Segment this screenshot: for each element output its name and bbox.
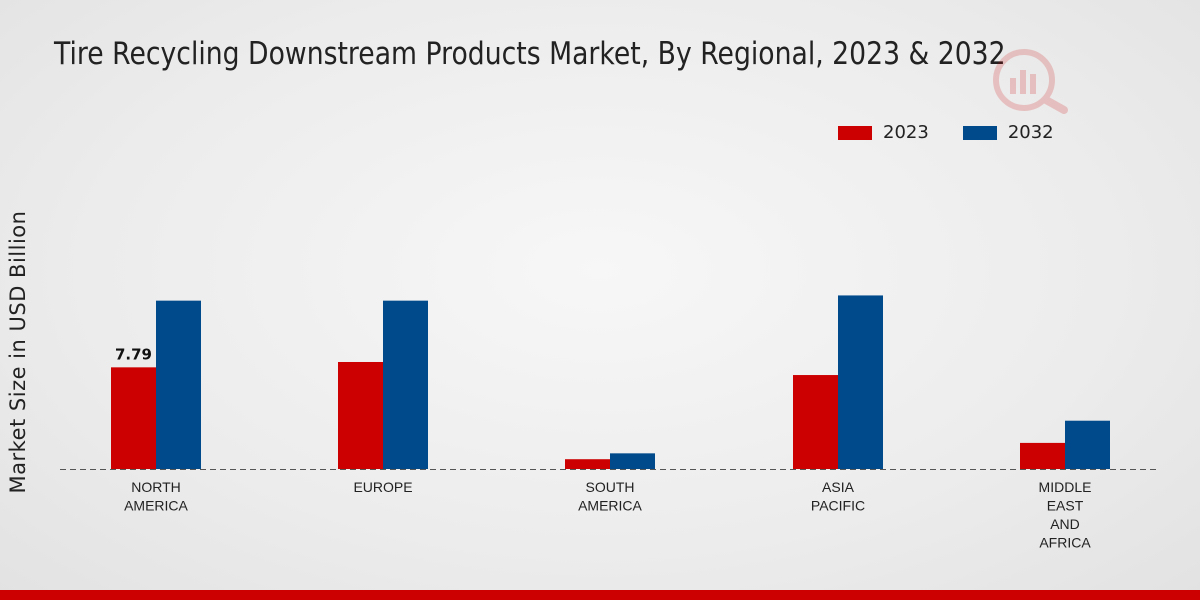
x-tick-label: SOUTH AMERICA [578,479,642,514]
bar-2023-europe [338,361,383,469]
watermark-logo-icon [988,44,1072,118]
x-tick-label: NORTH AMERICA [124,479,188,514]
bar-2032-middle-east-and-africa [1065,420,1110,469]
bar-2023-middle-east-and-africa [1020,442,1065,469]
bar-2023-south-america [565,459,610,469]
bar-2032-europe [383,300,428,469]
bar-2032-south-america [610,453,655,469]
chart-legend: 2023 2032 [838,122,1088,143]
legend-swatch-2023 [838,125,872,140]
data-label: 7.79 [115,345,152,363]
legend-label-2032: 2032 [1007,122,1054,143]
bar-2032-north-america [156,300,201,469]
bar-2032-asia-pacific [838,295,883,469]
x-tick-label: ASIA PACIFIC [811,479,865,514]
x-tick-label: EUROPE [353,479,412,495]
legend-item-2032: 2032 [962,122,1054,143]
bar-2023-asia-pacific [793,375,838,469]
legend-label-2023: 2023 [883,122,929,143]
bottom-accent-bar [0,590,1200,600]
bar-2023-north-america [111,367,156,469]
chart-title: Tire Recycling Downstream Products Marke… [54,36,1006,72]
x-tick-label: MIDDLE EAST AND AFRICA [1039,479,1092,551]
legend-swatch-2032 [962,125,997,140]
legend-item-2023: 2023 [838,122,929,143]
